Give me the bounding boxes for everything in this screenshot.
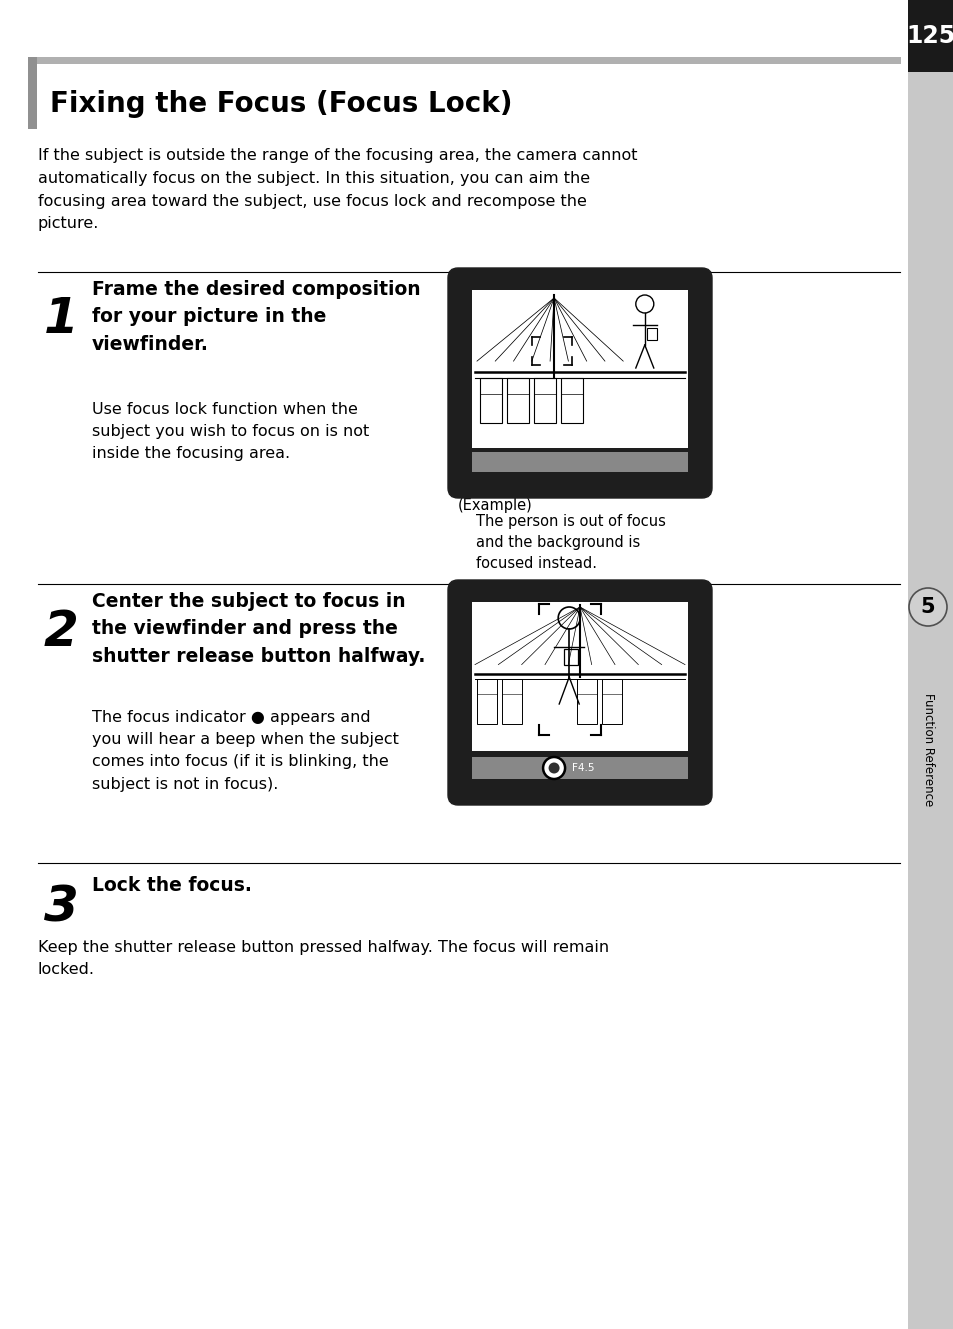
Bar [646, 328, 656, 340]
Bar [601, 679, 621, 724]
Bar [506, 379, 529, 423]
Text: Keep the shutter release button pressed halfway. The focus will remain
locked.: Keep the shutter release button pressed … [38, 940, 608, 977]
Text: Use focus lock function when the
subject you wish to focus on is not
inside the : Use focus lock function when the subject… [91, 401, 369, 461]
Bar [476, 679, 497, 724]
Text: Lock the focus.: Lock the focus. [91, 876, 252, 894]
Text: 125: 125 [905, 24, 953, 48]
Text: 3: 3 [44, 884, 79, 932]
Text: F4.5: F4.5 [572, 763, 594, 773]
Text: Frame the desired composition
for your picture in the
viewfinder.: Frame the desired composition for your p… [91, 280, 420, 354]
Circle shape [542, 758, 564, 779]
Bar [907, 0, 953, 72]
Bar [560, 379, 582, 423]
Circle shape [548, 763, 559, 773]
Text: 5: 5 [920, 597, 934, 617]
Text: Function Reference: Function Reference [922, 694, 935, 807]
Bar [472, 758, 687, 779]
FancyBboxPatch shape [448, 579, 711, 805]
Text: The person is out of focus
and the background is
focused instead.: The person is out of focus and the backg… [476, 514, 665, 571]
Text: The focus indicator ● appears and
you will hear a beep when the subject
comes in: The focus indicator ● appears and you wi… [91, 710, 398, 792]
Bar [563, 649, 578, 664]
FancyBboxPatch shape [448, 268, 711, 498]
Text: (Example): (Example) [457, 498, 532, 513]
Circle shape [908, 587, 946, 626]
Bar [472, 290, 687, 448]
Text: If the subject is outside the range of the focusing area, the camera cannot
auto: If the subject is outside the range of t… [38, 148, 637, 231]
Bar [28, 57, 37, 129]
Text: 2: 2 [44, 607, 79, 657]
Bar [28, 57, 900, 64]
Text: 1: 1 [44, 295, 79, 343]
Bar [534, 379, 556, 423]
Bar [907, 0, 953, 1329]
Bar [472, 602, 687, 751]
Text: Center the subject to focus in
the viewfinder and press the
shutter release butt: Center the subject to focus in the viewf… [91, 591, 425, 666]
Bar [472, 452, 687, 472]
Text: Fixing the Focus (Focus Lock): Fixing the Focus (Focus Lock) [50, 90, 512, 118]
Bar [479, 379, 501, 423]
Bar [501, 679, 521, 724]
Bar [577, 679, 597, 724]
